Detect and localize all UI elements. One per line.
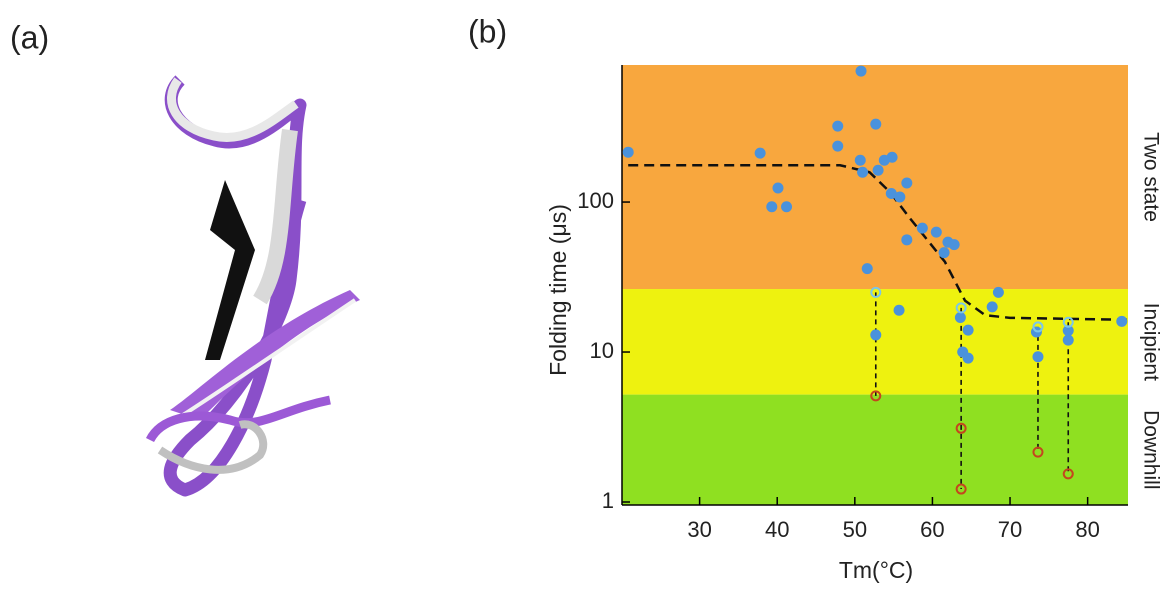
x-axis-label: Tm(°C) — [839, 557, 913, 583]
data-point — [901, 177, 913, 189]
panel-label: (b) — [468, 13, 507, 49]
data-point — [857, 166, 869, 178]
data-point — [861, 263, 873, 275]
x-tick-label: 80 — [1075, 517, 1099, 542]
data-point — [855, 65, 867, 77]
y-axis-label: Folding time (μs) — [545, 204, 571, 376]
y-tick-label: 100 — [577, 188, 614, 213]
data-point — [962, 324, 974, 336]
data-point — [1062, 334, 1074, 346]
data-point — [948, 239, 960, 251]
data-point — [754, 147, 766, 159]
data-point-open — [870, 390, 882, 402]
data-point — [1116, 315, 1128, 327]
data-point — [766, 201, 778, 213]
data-point-open — [955, 302, 967, 314]
data-point-open — [955, 422, 967, 434]
data-point — [938, 247, 950, 259]
data-point — [954, 311, 966, 323]
data-point — [872, 164, 884, 176]
data-point — [854, 154, 866, 166]
y-tick-label: 10 — [590, 338, 614, 363]
x-tick-label: 60 — [920, 517, 944, 542]
y-tick-label: 1 — [602, 488, 614, 513]
data-point-open — [1062, 316, 1074, 328]
data-point — [781, 201, 793, 213]
data-point-open — [1032, 446, 1044, 458]
data-point — [1032, 351, 1044, 363]
x-tick-label: 70 — [998, 517, 1022, 542]
data-point — [832, 140, 844, 152]
data-point — [901, 234, 913, 246]
x-tick-label: 30 — [687, 517, 711, 542]
band-label: Downhill — [1139, 410, 1162, 489]
data-point-open — [1062, 468, 1074, 480]
data-point-open — [870, 286, 882, 298]
data-point — [962, 352, 974, 364]
data-point — [885, 188, 897, 200]
data-point — [772, 182, 784, 194]
data-point — [894, 191, 906, 203]
data-point — [1062, 325, 1074, 337]
band — [622, 394, 1128, 505]
data-point-open — [1032, 321, 1044, 333]
data-point — [832, 120, 844, 132]
data-point — [622, 146, 634, 158]
x-tick-label: 40 — [765, 517, 789, 542]
band-label: Incipient — [1139, 303, 1162, 381]
data-point — [886, 151, 898, 163]
data-point — [986, 301, 998, 313]
data-point-open — [955, 483, 967, 495]
data-point — [893, 304, 905, 316]
data-point — [930, 226, 942, 238]
band-label: Two state — [1139, 132, 1162, 222]
fit-curve — [628, 163, 1129, 322]
data-point — [916, 222, 928, 234]
protein-ribbon — [145, 75, 360, 497]
data-point — [870, 118, 882, 130]
data-point — [870, 329, 882, 341]
x-tick-label: 50 — [843, 517, 867, 542]
panel-label: (a) — [10, 19, 49, 55]
data-point — [992, 286, 1004, 298]
